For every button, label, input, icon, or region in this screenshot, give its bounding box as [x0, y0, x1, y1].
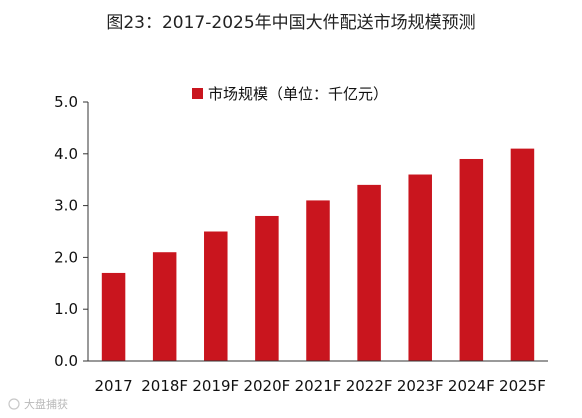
bar-2017	[101, 272, 126, 361]
watermark-text: 大盘捕获	[24, 397, 68, 411]
bar-2022F	[357, 184, 381, 361]
watermark-icon	[8, 398, 20, 410]
legend-label: 市场规模（单位：千亿元）	[208, 85, 388, 103]
y-tick-label: 0.0	[54, 352, 78, 370]
y-axis: 0.0 1.0 2.0 3.0 4.0 5.0	[54, 93, 88, 370]
x-tick-label: 2018F	[141, 377, 188, 395]
y-tick-label: 1.0	[54, 300, 78, 318]
watermark: 大盘捕获	[8, 397, 68, 411]
y-tick-label: 3.0	[54, 197, 78, 215]
bar-2021F	[306, 200, 330, 361]
chart-title: 图23：2017-2025年中国大件配送市场规模预测	[106, 13, 475, 33]
x-tick-label: 2019F	[192, 377, 239, 395]
bar-2018F	[152, 252, 177, 361]
x-tick-label: 2025F	[499, 377, 546, 395]
legend: 市场规模（单位：千亿元）	[192, 85, 388, 103]
x-tick-label: 2017	[94, 377, 132, 395]
bar-2019F	[204, 231, 228, 361]
x-tick-label: 2023F	[397, 377, 444, 395]
bar-2025F	[510, 148, 535, 361]
bar-2023F	[408, 174, 432, 361]
y-tick-label: 2.0	[54, 248, 78, 266]
y-tick-label: 4.0	[54, 145, 78, 163]
bars	[101, 148, 535, 361]
bar-2024F	[459, 158, 484, 361]
legend-swatch	[192, 88, 203, 99]
bar-2020F	[255, 215, 279, 361]
y-tick-label: 5.0	[54, 93, 78, 111]
x-tick-label: 2020F	[243, 377, 290, 395]
x-tick-label: 2022F	[346, 377, 393, 395]
x-tick-label: 2024F	[448, 377, 495, 395]
x-axis: 2017 2018F 2019F 2020F 2021F 2022F 2023F 2024F 2…	[94, 377, 545, 395]
x-tick-label: 2021F	[295, 377, 342, 395]
